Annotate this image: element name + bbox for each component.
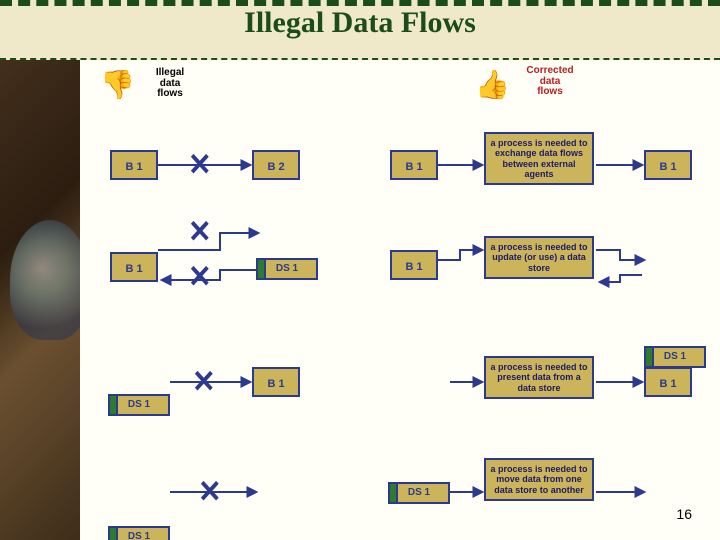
datastore-box: DS 1 [110, 526, 170, 540]
thumbs-up-icon: 👍 [475, 68, 510, 101]
agent-box: B 1 [252, 367, 300, 397]
page-number: 16 [676, 506, 692, 522]
datastore-box: DS 1 [258, 258, 318, 280]
datastore-box: DS 1 [110, 394, 170, 416]
arrows-layer [80, 60, 720, 540]
agent-box: B 1 [644, 150, 692, 180]
process-box: a process is needed to move data from on… [484, 458, 594, 501]
slide-root: Illegal Data Flows [0, 0, 720, 540]
agent-box: B 1 [390, 250, 438, 280]
x-mark-icon: ✕ [192, 363, 215, 399]
process-box: a process is needed to update (or use) a… [484, 236, 594, 279]
agent-box: B 1 [110, 252, 158, 282]
x-mark-icon: ✕ [188, 146, 211, 182]
x-mark-icon: ✕ [198, 473, 221, 509]
agent-box: B 1 [390, 150, 438, 180]
diagram-content: 👎 Illegal data flows 👍 Corrected data fl… [80, 60, 720, 540]
process-box: a process is needed to present data from… [484, 356, 594, 399]
corrected-flows-label: Corrected data flows [515, 66, 585, 98]
datastore-box: DS 1 [390, 482, 450, 504]
illegal-flows-label: Illegal data flows [140, 68, 200, 100]
x-mark-icon: ✕ [188, 258, 211, 294]
agent-box: B 1 [110, 150, 158, 180]
agent-box: B 2 [252, 150, 300, 180]
agent-box: B 1 [644, 367, 692, 397]
page-title: Illegal Data Flows [0, 6, 720, 40]
datastore-box: DS 1 [646, 346, 706, 368]
x-mark-icon: ✕ [188, 213, 211, 249]
thumbs-down-icon: 👎 [100, 68, 135, 101]
process-box: a process is needed to exchange data flo… [484, 132, 594, 185]
